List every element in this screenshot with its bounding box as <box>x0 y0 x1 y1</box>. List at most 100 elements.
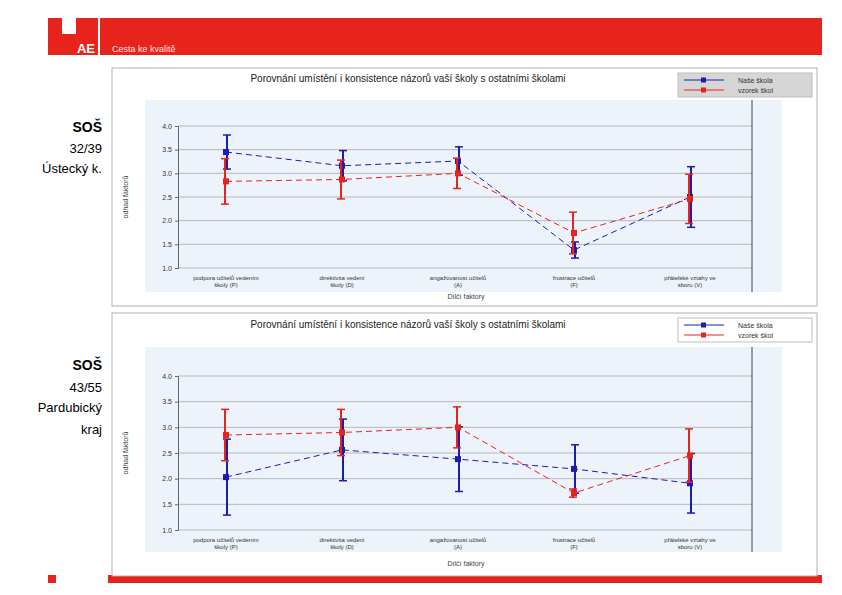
error-bar <box>569 212 577 254</box>
y-tick-label: 4.0 <box>162 123 172 130</box>
y-tick: 4.0 <box>162 123 178 130</box>
error-bar <box>337 160 345 199</box>
y-tick-mark <box>175 453 178 454</box>
chart: Porovnání umístění i konsistence názorů … <box>112 68 817 306</box>
plot-marks <box>221 135 695 258</box>
marker <box>571 490 577 496</box>
error-bar-cap <box>221 460 229 462</box>
y-tick: 2.0 <box>162 475 178 482</box>
grid-line <box>178 504 752 505</box>
grid-line <box>178 197 752 198</box>
y-tick-mark <box>175 479 178 480</box>
x-tick-label: frustrace učitelů(F) <box>553 537 595 550</box>
error-bar-cap <box>337 198 345 200</box>
x-tick-label: angažovanost učitelů(A) <box>430 537 486 550</box>
error-bar-cap <box>223 134 231 136</box>
y-tick-label: 1.0 <box>162 527 172 534</box>
x-tick-label: angažovanost učitelů(A) <box>430 275 486 288</box>
y-tick: 3.0 <box>162 170 178 177</box>
y-tick-mark <box>175 402 178 403</box>
grid-line <box>178 126 752 127</box>
x-tick-label-line: direktivita vedení <box>319 275 364 281</box>
error-bar-cap <box>337 159 345 161</box>
y-tick-label: 1.5 <box>162 501 172 508</box>
x-tick-label-line: angažovanost učitelů <box>430 537 486 543</box>
legend-marker <box>701 323 706 328</box>
error-bar <box>453 407 461 448</box>
y-axis: 1.01.52.02.53.03.54.0 <box>162 123 178 272</box>
y-tick: 1.5 <box>162 501 178 508</box>
legend-marker <box>701 88 706 93</box>
marker <box>455 170 461 176</box>
side-label: SOŠ <box>72 356 102 373</box>
error-bar-cap <box>337 455 345 457</box>
x-tick-label-line: školy (D) <box>330 282 354 288</box>
x-tick-label-line: frustrace učitelů <box>553 537 595 543</box>
y-tick-label: 2.0 <box>162 217 172 224</box>
error-bar-cap <box>455 491 463 493</box>
y-tick-mark <box>175 504 178 505</box>
x-tick-label: direktivita vedeníškoly (D) <box>319 537 364 550</box>
error-bar <box>685 174 693 223</box>
y-axis-title: odhad faktorů <box>122 175 129 218</box>
y-tick: 3.5 <box>162 398 178 405</box>
error-bar-cap <box>455 146 463 148</box>
side-label: SOŠ <box>72 118 102 135</box>
grid-line <box>178 401 752 402</box>
x-tick-label-line: (F) <box>570 544 578 550</box>
error-bar-cap <box>687 166 695 168</box>
y-tick: 1.0 <box>162 265 178 272</box>
panel <box>112 313 817 576</box>
y-tick-label: 1.0 <box>162 265 172 272</box>
marker <box>223 178 229 184</box>
grid-line <box>178 149 752 150</box>
marker <box>223 474 229 480</box>
y-tick: 4.0 <box>162 373 178 380</box>
x-tick-label-line: sboru (V) <box>678 544 703 550</box>
legend-box <box>678 318 812 342</box>
y-tick: 1.0 <box>162 527 178 534</box>
x-tick-label: podpora učitelů vedenímškoly (P) <box>193 537 259 550</box>
x-tick-label-line: (F) <box>570 282 578 288</box>
side-label: 32/39 <box>69 141 102 156</box>
error-bar-cap <box>569 496 577 498</box>
grid-line <box>178 376 752 377</box>
error-bar-cap <box>569 253 577 255</box>
slide: AECesta ke kvalitěPorovnání umístění i k… <box>0 0 842 595</box>
y-tick: 2.0 <box>162 217 178 224</box>
legend-label: Naše škola <box>738 77 773 84</box>
legend-box <box>678 73 812 97</box>
panel <box>112 68 817 306</box>
y-tick-label: 4.0 <box>162 373 172 380</box>
x-tick-label: frustrace učitelů(F) <box>553 275 595 288</box>
logo-notch <box>62 18 76 34</box>
chart-title: Porovnání umístění i konsistence názorů … <box>250 73 565 84</box>
error-bar <box>687 167 695 228</box>
x-tick-label-line: podpora učitelů vedením <box>193 537 259 543</box>
x-tick-label: podpora učitelů vedenímškoly (P) <box>193 275 259 288</box>
grid-line <box>178 244 752 245</box>
x-tick-label-line: školy (D) <box>330 544 354 550</box>
plot-background <box>145 100 782 292</box>
side-label: 43/55 <box>69 380 102 395</box>
error-bar <box>221 409 229 460</box>
marker <box>223 149 229 155</box>
logo-text: AE <box>77 41 95 56</box>
y-tick-mark <box>175 530 178 531</box>
x-tick-label-line: (A) <box>454 544 462 550</box>
y-tick-mark <box>175 268 178 269</box>
error-bar-cap <box>223 514 231 516</box>
x-axis-title: Dílčí faktory <box>448 293 485 301</box>
error-bar-cap <box>685 174 693 176</box>
legend: Naše školavzorek škol <box>678 73 812 97</box>
y-axis-title: odhad faktorů <box>122 431 129 474</box>
legend-label: vzorek škol <box>738 332 773 339</box>
marker <box>223 432 229 438</box>
plot-right-border <box>752 347 753 552</box>
y-tick-label: 3.5 <box>162 398 172 405</box>
grid-line <box>178 453 752 454</box>
error-bar <box>453 158 461 188</box>
error-bar-cap <box>685 223 693 225</box>
legend: Naše školavzorek škol <box>678 318 812 342</box>
marker <box>687 196 693 202</box>
